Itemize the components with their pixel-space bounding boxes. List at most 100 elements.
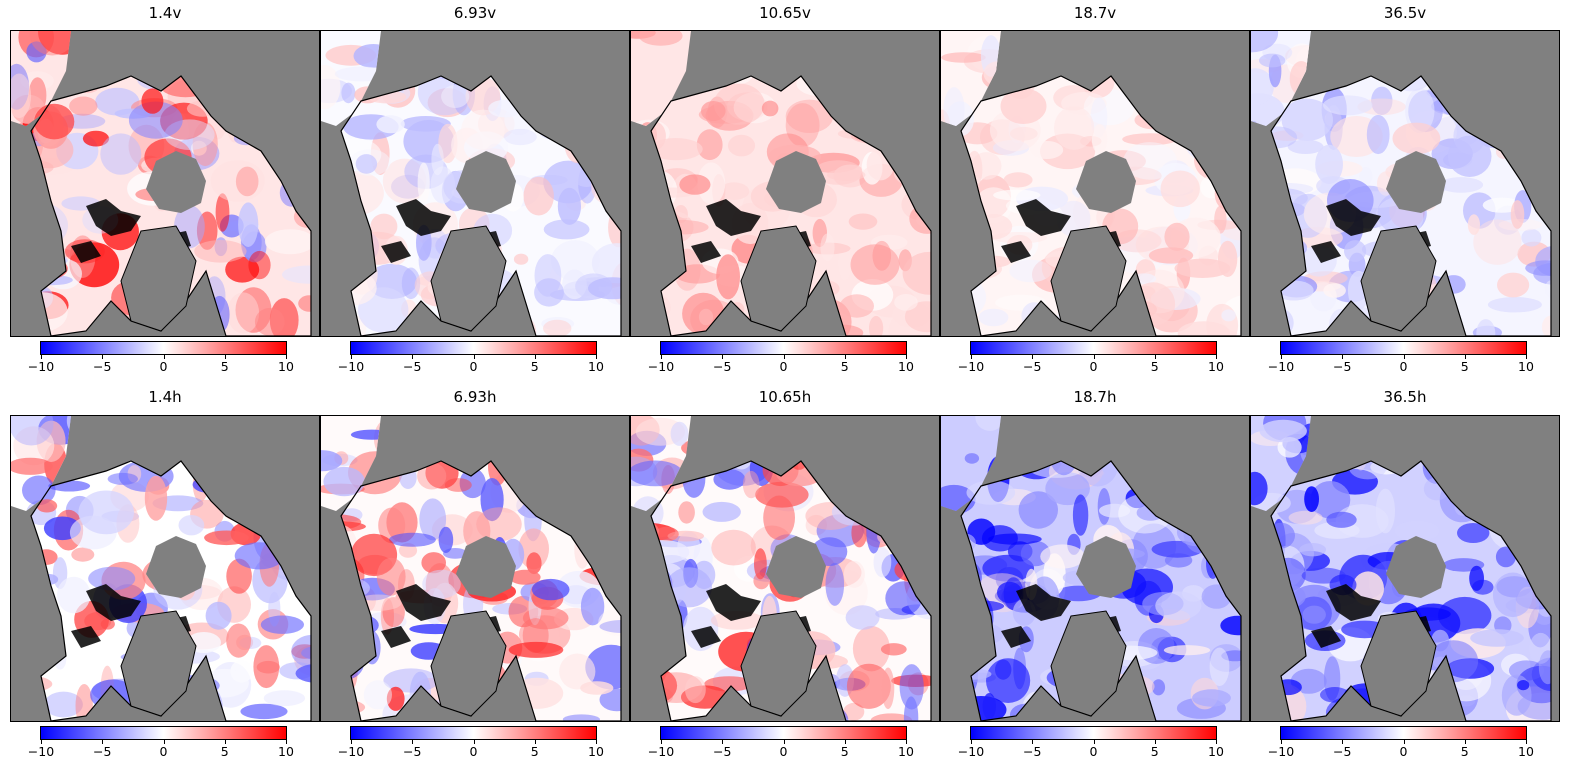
colorbar-tick-label: 10 bbox=[1208, 744, 1224, 759]
panel-title: 18.7v bbox=[1073, 4, 1117, 22]
colorbar-tick bbox=[783, 740, 785, 744]
map-svg bbox=[11, 31, 312, 336]
greenland bbox=[430, 225, 507, 332]
colorbar-tick-label: 0 bbox=[159, 359, 168, 374]
colorbar-tick-label: −5 bbox=[1023, 359, 1042, 374]
map-image bbox=[940, 415, 1250, 722]
pole-hole bbox=[1076, 151, 1136, 213]
colorbar-tick bbox=[906, 740, 907, 744]
panel-title: 18.7h bbox=[1073, 388, 1117, 406]
colorbar bbox=[40, 341, 287, 355]
colorbar-tick-label: −10 bbox=[337, 359, 365, 374]
colorbar-tick bbox=[1093, 355, 1095, 359]
colorbar-tick bbox=[783, 355, 785, 359]
colorbar-tick-label: 5 bbox=[530, 359, 539, 374]
colorbar-tick-label: 5 bbox=[1460, 744, 1469, 759]
map-image bbox=[10, 415, 320, 722]
colorbar-tick-label: 0 bbox=[159, 744, 168, 759]
pole-hole bbox=[1386, 536, 1446, 598]
archipelago bbox=[71, 199, 191, 263]
colorbar-tick-label: 10 bbox=[898, 744, 914, 759]
archipelago bbox=[381, 584, 501, 648]
archipelago bbox=[1311, 584, 1431, 648]
colorbar-tick bbox=[906, 355, 907, 359]
coastline bbox=[960, 460, 1242, 721]
panel-title: 36.5v bbox=[1383, 4, 1427, 22]
colorbar-tick bbox=[1216, 740, 1217, 744]
greenland bbox=[1050, 610, 1127, 717]
greenland bbox=[430, 610, 507, 717]
colorbar-tick-label: 0 bbox=[779, 359, 788, 374]
coastline bbox=[650, 460, 932, 721]
map-image bbox=[320, 30, 630, 337]
colorbar-tick-label: 5 bbox=[1150, 359, 1159, 374]
colorbar bbox=[970, 726, 1217, 740]
colorbar-tick-label: −10 bbox=[647, 359, 675, 374]
colorbar-tick bbox=[1403, 740, 1405, 744]
panel-title: 1.4h bbox=[148, 388, 182, 406]
colorbar-tick-label: −5 bbox=[403, 359, 422, 374]
colorbar-tick bbox=[473, 740, 475, 744]
colorbar-tick-label: 5 bbox=[840, 359, 849, 374]
pole-hole bbox=[146, 536, 206, 598]
colorbar-tick bbox=[661, 740, 662, 744]
archipelago bbox=[1001, 199, 1121, 263]
colorbar-tick bbox=[1281, 355, 1282, 359]
colorbar-tick-label: 10 bbox=[588, 359, 604, 374]
colorbar-tick-label: 0 bbox=[779, 744, 788, 759]
colorbar-tick bbox=[596, 355, 597, 359]
colorbar-tick-label: −10 bbox=[27, 744, 55, 759]
colorbar-tick bbox=[1032, 740, 1034, 744]
panel-title: 1.4v bbox=[148, 4, 182, 22]
map-svg bbox=[941, 416, 1242, 721]
greenland bbox=[120, 610, 197, 717]
colorbar-tick bbox=[351, 355, 352, 359]
colorbar-tick-label: 10 bbox=[278, 359, 294, 374]
pole-hole bbox=[766, 151, 826, 213]
colorbar-tick bbox=[412, 355, 414, 359]
colorbar-tick-label: −10 bbox=[337, 744, 365, 759]
coastline bbox=[1270, 460, 1552, 721]
colorbar-tick bbox=[722, 355, 724, 359]
colorbar-tick-label: −10 bbox=[647, 744, 675, 759]
colorbar-tick bbox=[41, 355, 42, 359]
map-svg bbox=[631, 416, 932, 721]
archipelago bbox=[71, 584, 191, 648]
colorbar-tick bbox=[1526, 355, 1527, 359]
greenland bbox=[740, 225, 817, 332]
colorbar-tick bbox=[1154, 355, 1156, 359]
pole-hole bbox=[766, 536, 826, 598]
panel-title: 10.65h bbox=[758, 388, 812, 406]
colorbar bbox=[660, 341, 907, 355]
colorbar bbox=[1280, 341, 1527, 355]
colorbar-tick bbox=[534, 740, 536, 744]
colorbar-tick-label: −5 bbox=[93, 359, 112, 374]
map-svg bbox=[631, 31, 932, 336]
map-svg bbox=[321, 31, 622, 336]
pole-hole bbox=[456, 151, 516, 213]
colorbar-tick-label: −10 bbox=[27, 359, 55, 374]
archipelago bbox=[1311, 199, 1431, 263]
greenland bbox=[1360, 225, 1437, 332]
colorbar-tick-label: 5 bbox=[220, 359, 229, 374]
colorbar-tick bbox=[1093, 740, 1095, 744]
map-svg bbox=[941, 31, 1242, 336]
panel-title: 10.65v bbox=[759, 4, 811, 22]
colorbar-tick bbox=[102, 740, 104, 744]
colorbar-tick bbox=[102, 355, 104, 359]
colorbar-tick bbox=[163, 740, 165, 744]
colorbar-tick bbox=[1464, 740, 1466, 744]
colorbar-tick bbox=[286, 740, 287, 744]
colorbar-tick bbox=[412, 740, 414, 744]
colorbar bbox=[1280, 726, 1527, 740]
colorbar-tick bbox=[473, 355, 475, 359]
colorbar-tick-label: 10 bbox=[278, 744, 294, 759]
colorbar-tick bbox=[1342, 740, 1344, 744]
colorbar-tick-label: 5 bbox=[220, 744, 229, 759]
pole-hole bbox=[146, 151, 206, 213]
map-image bbox=[10, 30, 320, 337]
map-svg bbox=[11, 416, 312, 721]
colorbar-tick-label: 10 bbox=[1518, 359, 1534, 374]
colorbar-tick-label: 0 bbox=[469, 744, 478, 759]
colorbar-tick bbox=[1281, 740, 1282, 744]
